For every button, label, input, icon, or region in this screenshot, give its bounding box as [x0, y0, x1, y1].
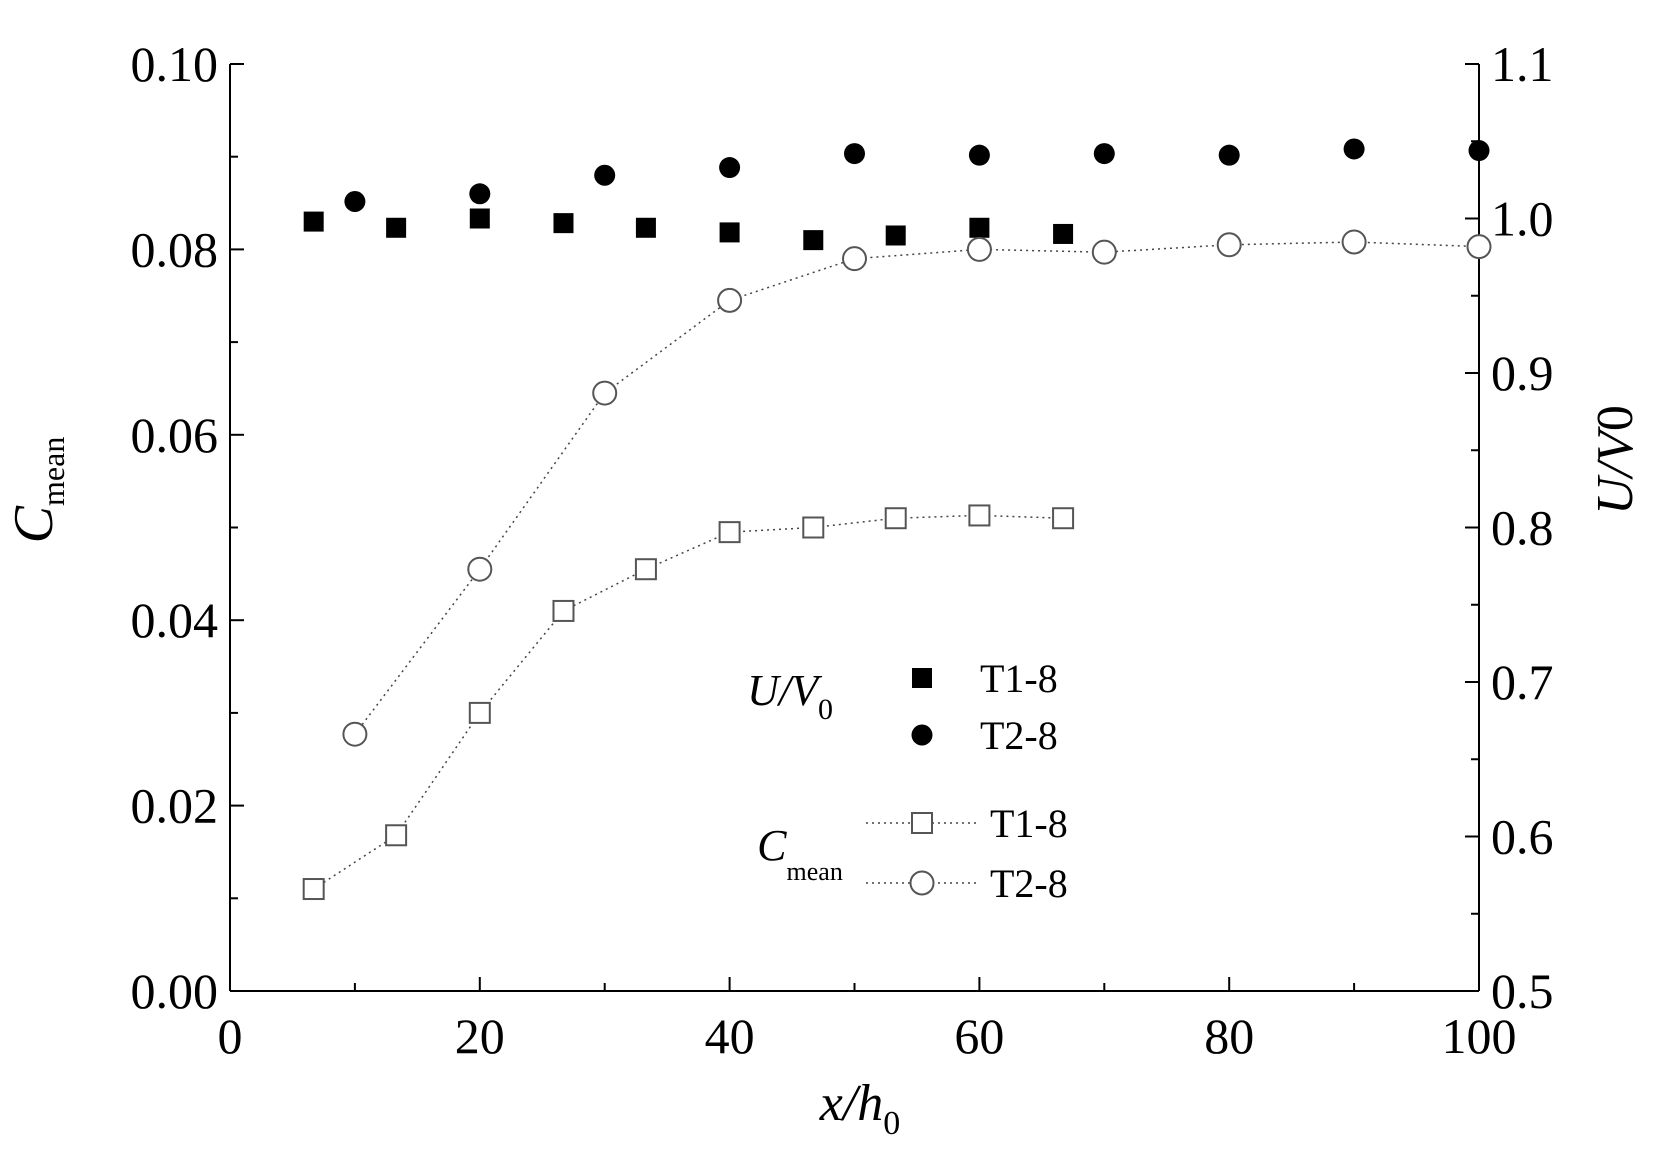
y-left-axis-title-main: C: [3, 505, 65, 543]
legend-group-velocity-label-text: U/V0: [747, 666, 833, 726]
y-right-tick-label: 0.9: [1491, 345, 1554, 401]
data-point-cmean-t2-8: [1091, 239, 1117, 265]
x-tick-label: 40: [705, 1008, 755, 1064]
y-right-axis-title-text: U/V0: [1587, 405, 1644, 515]
legend-group-cmean-label-text: Cmean: [757, 821, 843, 886]
x-tick-label: 80: [1204, 1008, 1254, 1064]
data-point-velocity-t2-8: [469, 183, 491, 205]
data-point-cmean-t1-8: [552, 599, 575, 622]
legend-entry-cmean-t2-8: T2-8: [990, 861, 1068, 906]
x-tick-label: 20: [455, 1008, 505, 1064]
data-point-cmean-t2-8: [1466, 234, 1492, 260]
data-point-cmean-t2-8: [467, 556, 493, 582]
x-tick-label: 60: [954, 1008, 1004, 1064]
data-point-velocity-t2-8: [1468, 140, 1490, 162]
data-point-cmean-t1-8: [968, 504, 991, 527]
y-left-tick-label: 0.00: [131, 963, 219, 1019]
data-point-velocity-t1-8: [303, 211, 324, 232]
legend-group-velocity-label: U/V0: [747, 666, 833, 726]
y-right-tick-label: 0.7: [1491, 654, 1554, 710]
x-axis-title: x/h0: [819, 1075, 901, 1142]
data-point-cmean-t1-8: [1052, 507, 1075, 530]
y-left-tick-label: 0.10: [131, 36, 219, 92]
legend-marker-velocity-t2-8: [911, 724, 933, 746]
data-point-cmean-t1-8: [718, 521, 741, 544]
x-axis-title-text: x/h0: [819, 1075, 901, 1142]
data-point-velocity-t1-8: [469, 208, 490, 229]
data-point-cmean-t2-8: [592, 380, 618, 406]
legend-entry-velocity-t1-8: T1-8: [980, 656, 1058, 701]
series-velocity-t2-8: [344, 138, 1490, 213]
legend-marker-cmean-t2-8: [909, 870, 935, 896]
data-point-cmean-t2-8: [1341, 229, 1367, 255]
y-left-tick-label: 0.06: [131, 407, 219, 463]
x-tick-label: 0: [218, 1008, 243, 1064]
data-point-velocity-t1-8: [969, 217, 990, 238]
data-point-velocity-t2-8: [968, 144, 990, 166]
data-point-velocity-t2-8: [594, 164, 616, 186]
y-right-tick-label: 0.5: [1491, 963, 1554, 1019]
y-left-axis-title-text: Cmean: [3, 437, 71, 544]
series-line-cmean-t2-8: [354, 241, 1480, 735]
series-velocity-t1-8: [303, 208, 1074, 251]
data-point-cmean-t1-8: [884, 507, 907, 530]
data-point-cmean-t2-8: [1216, 232, 1242, 258]
data-point-cmean-t2-8: [717, 287, 743, 313]
legend-entry-velocity-t2-8: T2-8: [980, 713, 1058, 758]
data-point-velocity-t2-8: [344, 191, 366, 213]
data-point-cmean-t1-8: [802, 516, 825, 539]
data-point-velocity-t1-8: [803, 230, 824, 251]
legend-group-cmean-label: Cmean: [757, 821, 843, 886]
data-point-cmean-t2-8: [966, 236, 992, 262]
x-axis-title-sub: 0: [883, 1105, 900, 1142]
y-right-tick-label: 1.1: [1491, 36, 1554, 92]
y-right-axis-title: U/V0: [1587, 405, 1644, 515]
data-point-cmean-t1-8: [385, 824, 408, 847]
data-point-cmean-t2-8: [342, 721, 368, 747]
data-point-velocity-t2-8: [844, 143, 865, 165]
legend-marker-cmean-t1-8: [911, 812, 933, 834]
legend-group-velocity-label-main: U/V: [747, 666, 823, 715]
legend: U/V0 T1-8 T2-8 Cmean T1-8 T2-8: [747, 656, 1068, 906]
data-point-cmean-t1-8: [302, 878, 325, 901]
x-tick-label: 100: [1442, 1008, 1517, 1064]
y-left-tick-label: 0.04: [131, 592, 219, 648]
x-axis-title-main: x/h: [819, 1075, 884, 1132]
y-right-tick-label: 0.6: [1491, 809, 1554, 865]
data-point-velocity-t2-8: [1093, 143, 1115, 165]
y-left-tick-label: 0.02: [131, 778, 219, 834]
legend-group-cmean-label-sub: mean: [787, 857, 843, 886]
data-point-velocity-t2-8: [719, 157, 741, 179]
y-right-tick-label: 0.8: [1491, 500, 1554, 556]
y-left-axis-title-sub: mean: [35, 437, 71, 506]
data-point-cmean-t1-8: [634, 558, 657, 581]
data-point-velocity-t1-8: [553, 213, 574, 234]
legend-group-cmean-label-main: C: [757, 821, 787, 870]
axes-layer: 0 20 40 60 80 100 0.00 0.02 0.04 0.06 0.08 0.10 0.5 0…: [3, 36, 1644, 1142]
y-left-tick-label: 0.08: [131, 221, 219, 277]
y-right-axis-title-main: U/V: [1587, 426, 1644, 515]
series-line-cmean-t1-8: [313, 514, 1064, 890]
y-right-tick-label: 1.0: [1491, 191, 1554, 247]
data-point-velocity-t1-8: [635, 217, 656, 238]
y-left-axis-title: Cmean: [3, 437, 71, 544]
series-layer: [302, 138, 1492, 901]
series-cmean-t2-8: [342, 229, 1492, 747]
legend-group-velocity-label-sub: 0: [818, 693, 833, 726]
data-point-velocity-t1-8: [719, 222, 740, 243]
data-point-velocity-t1-8: [885, 225, 906, 246]
legend-marker-velocity-t1-8: [912, 668, 932, 688]
data-point-cmean-t1-8: [468, 701, 491, 724]
data-point-velocity-t1-8: [386, 217, 407, 238]
y-right-axis-title-sub: 0: [1587, 405, 1644, 431]
legend-entry-cmean-t1-8: T1-8: [990, 801, 1068, 846]
data-point-velocity-t1-8: [1053, 223, 1074, 244]
data-point-cmean-t2-8: [842, 246, 867, 272]
data-point-velocity-t2-8: [1343, 138, 1365, 160]
data-point-velocity-t2-8: [1218, 144, 1240, 166]
series-cmean-t1-8: [302, 504, 1075, 901]
